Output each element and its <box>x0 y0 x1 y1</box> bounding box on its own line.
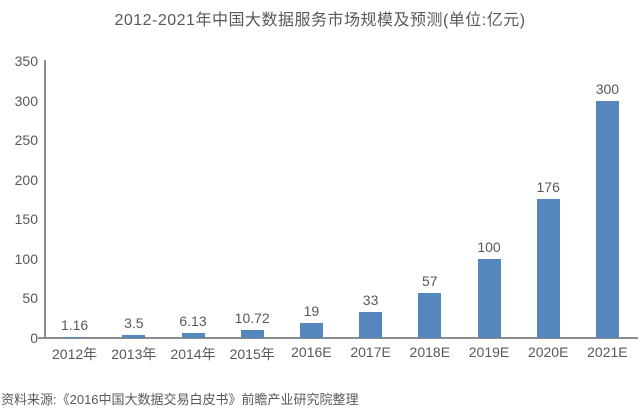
chart-title: 2012-2021年中国大数据服务市场规模及预测(单位:亿元) <box>114 12 526 29</box>
bar <box>595 101 619 338</box>
y-axis-tick-label: 50 <box>22 290 38 307</box>
bar <box>359 312 383 338</box>
y-axis-tick-label: 200 <box>14 171 38 188</box>
x-axis-label: 2021E <box>587 344 628 360</box>
y-axis-tick-label: 150 <box>14 211 38 228</box>
bar <box>536 199 560 338</box>
bar-value-label: 6.13 <box>179 313 207 329</box>
x-axis-label: 2015年 <box>229 346 275 362</box>
bar <box>477 259 501 338</box>
bar-value-label: 19 <box>303 303 320 319</box>
bar <box>63 337 87 338</box>
bar-value-label: 100 <box>477 239 501 255</box>
x-axis-label: 2013年 <box>111 346 157 362</box>
x-axis-line <box>38 337 638 339</box>
x-axis-label: 2014年 <box>170 346 216 362</box>
source-note: 资料来源:《2016中国大数据交易白皮书》前瞻产业研究院整理 <box>1 392 359 407</box>
y-axis-tick-label: 0 <box>30 330 38 346</box>
bar-value-label: 3.5 <box>124 315 144 331</box>
x-axis-label: 2020E <box>527 344 569 360</box>
x-axis-label: 2017E <box>350 344 391 360</box>
y-axis-tick-label: 350 <box>14 53 38 69</box>
bar <box>299 323 323 338</box>
y-axis-tick-label: 100 <box>14 250 38 267</box>
x-axis-label: 2016E <box>291 344 332 360</box>
bar-value-label: 300 <box>595 81 620 97</box>
y-axis-tick-label: 300 <box>14 92 38 109</box>
y-axis-tick-label: 250 <box>14 132 38 149</box>
bar-value-label: 57 <box>422 273 438 289</box>
x-axis-label: 2019E <box>468 344 510 360</box>
bar-value-label: 1.16 <box>60 317 89 333</box>
bar <box>122 335 146 338</box>
y-axis-line <box>44 60 46 338</box>
x-axis-label: 2012年 <box>52 346 98 362</box>
bar-value-label: 176 <box>536 179 560 195</box>
bar <box>181 333 205 338</box>
bar-value-label: 10.72 <box>234 310 270 326</box>
x-axis-label: 2018E <box>409 344 451 360</box>
bar <box>418 293 442 338</box>
bar <box>240 330 264 338</box>
bar-value-label: 33 <box>362 292 379 308</box>
